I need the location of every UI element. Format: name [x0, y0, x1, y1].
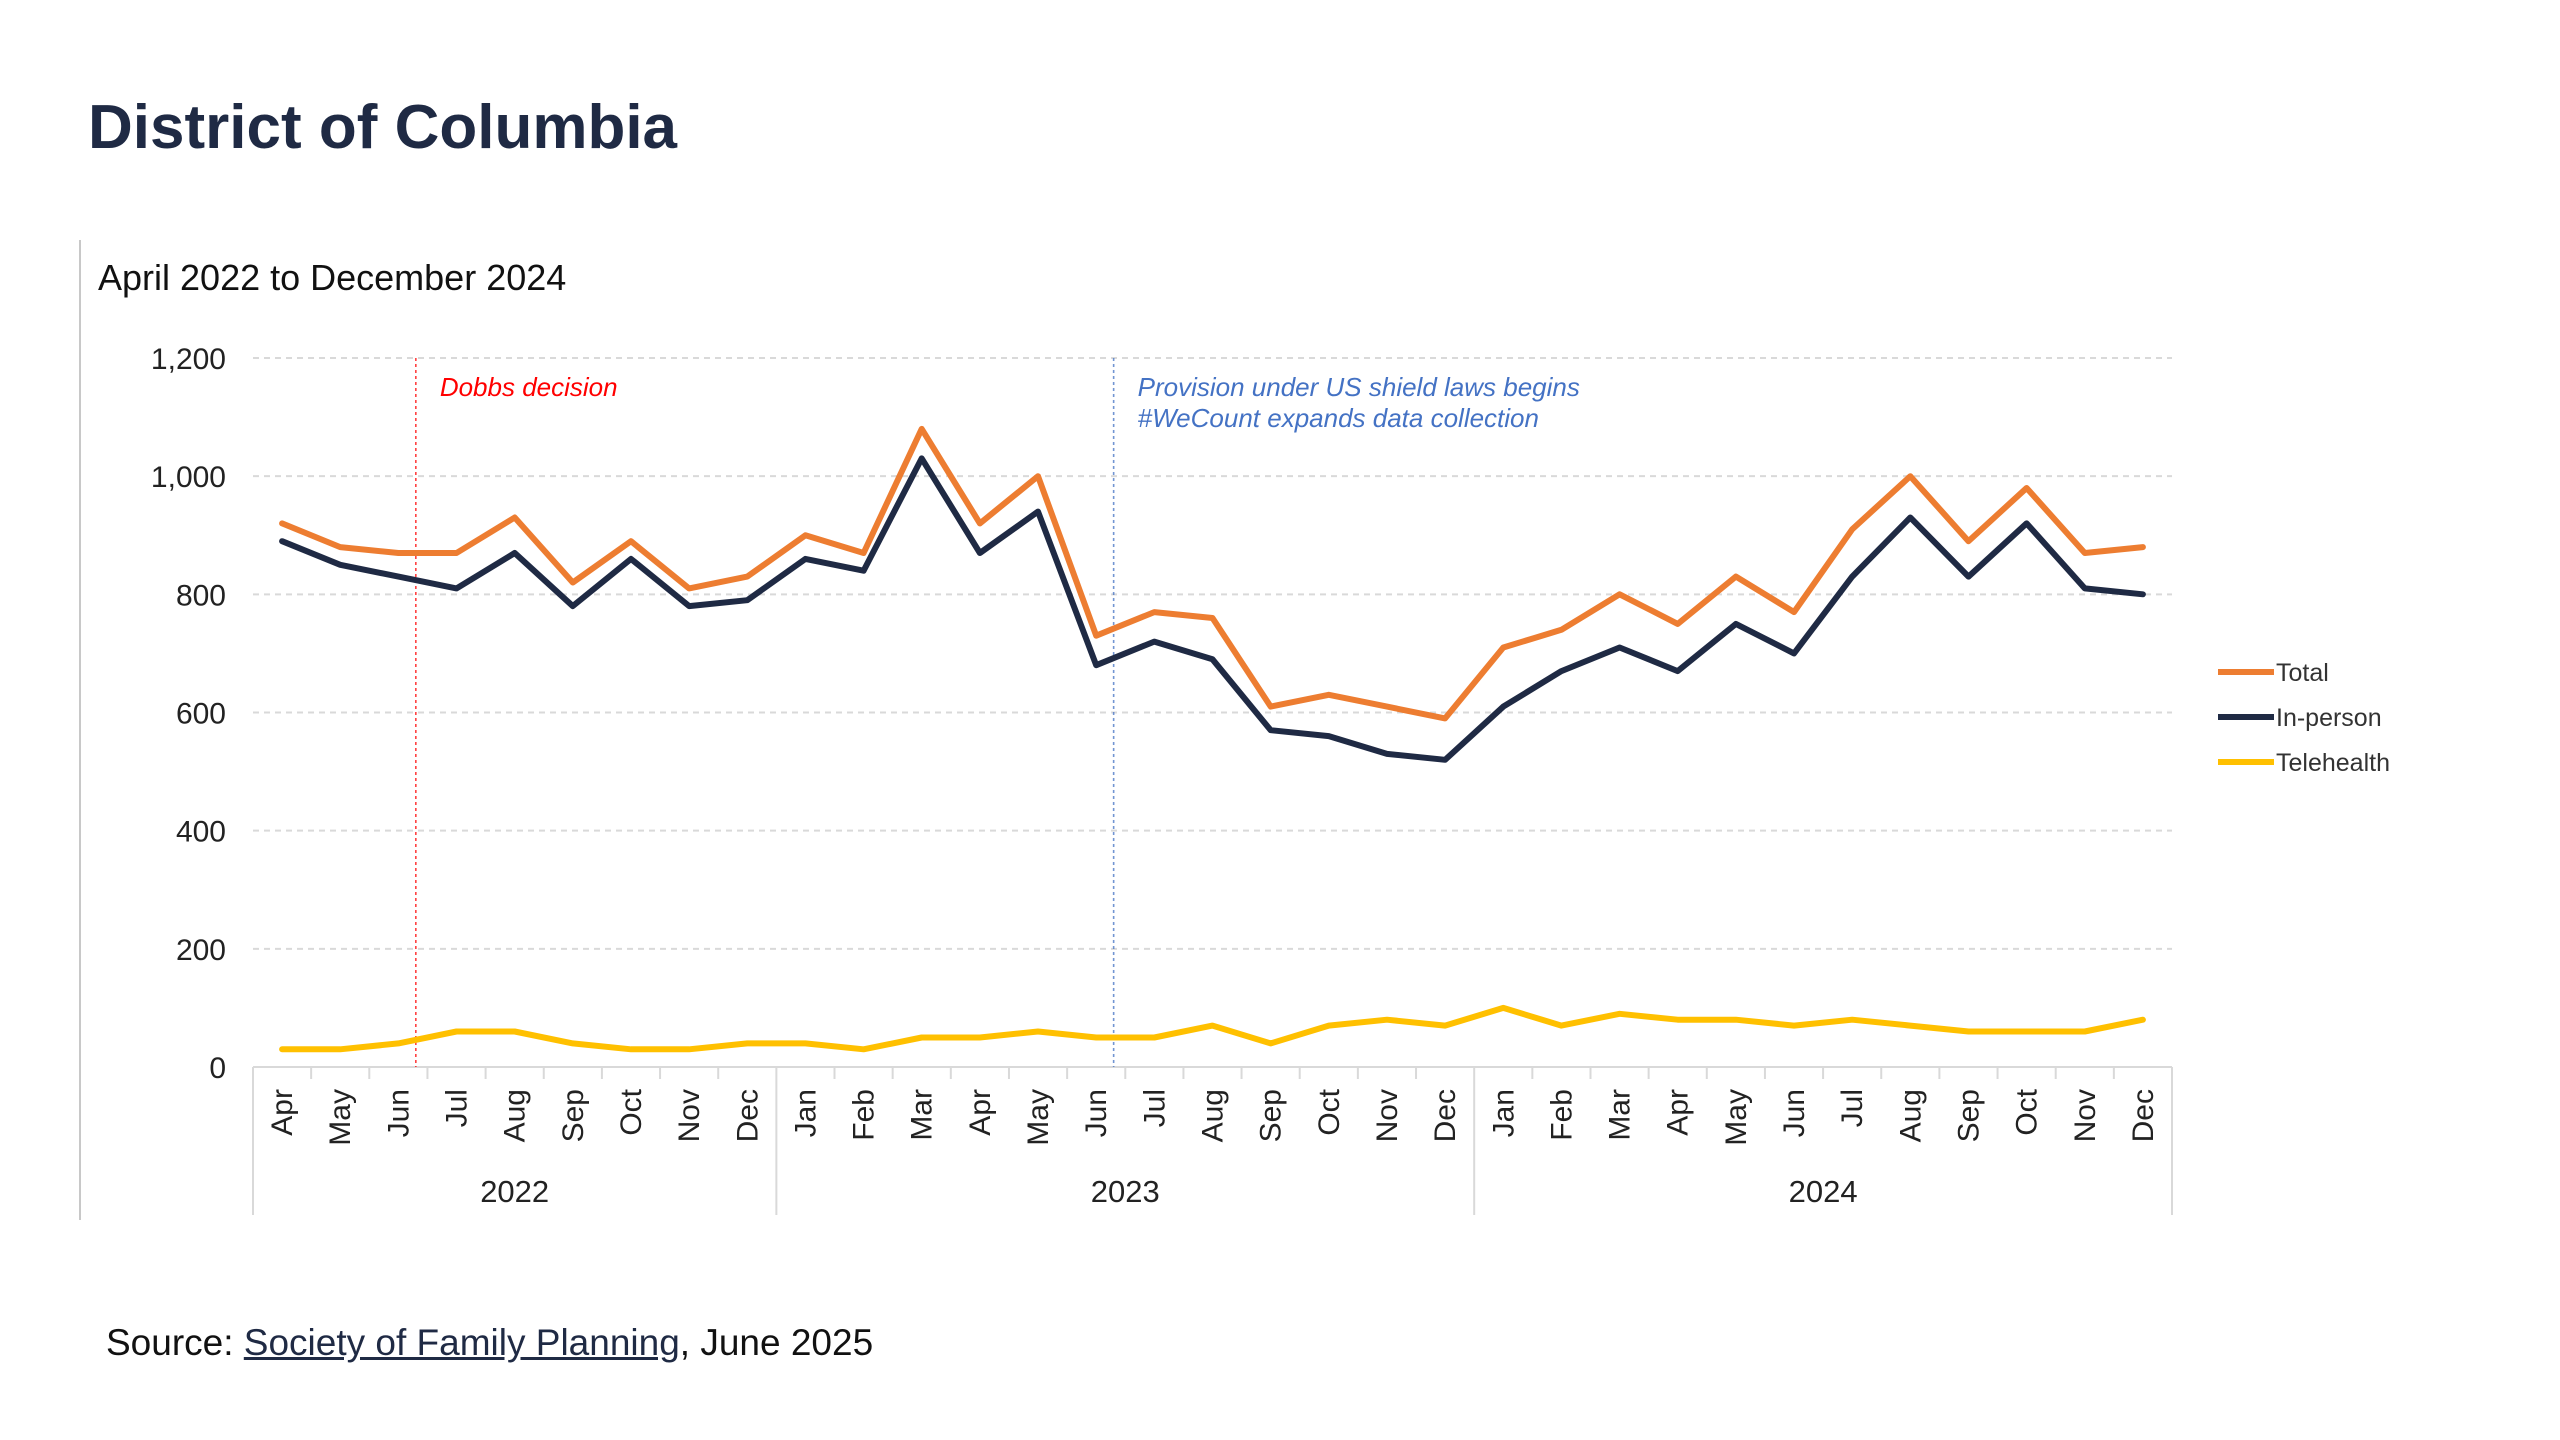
x-tick-label: Mar: [1604, 1089, 1637, 1141]
legend-label: Total: [2276, 659, 2329, 687]
x-tick-label: Dec: [1429, 1089, 1462, 1142]
x-tick-label: May: [324, 1089, 357, 1146]
y-tick-label: 400: [176, 816, 226, 849]
x-tick-label: May: [1720, 1089, 1753, 1146]
y-tick-label: 600: [176, 698, 226, 731]
x-tick-label: Aug: [499, 1089, 532, 1142]
annotation-label: Dobbs decision: [440, 372, 618, 402]
x-tick-label: Apr: [1662, 1089, 1695, 1136]
y-tick-label: 1,000: [151, 461, 226, 494]
source-link[interactable]: Society of Family Planning: [243, 1322, 680, 1363]
chart-container: April 2022 to December 2024 0 200 400 600 800…: [78, 240, 2478, 1220]
x-tick-label: Jan: [789, 1089, 822, 1137]
series-line-in-person: [279, 455, 2146, 763]
source-suffix: , June 2025: [679, 1322, 874, 1363]
x-tick-label: Nov: [1371, 1089, 1404, 1142]
x-tick-label: Aug: [1894, 1089, 1927, 1142]
x-tick-label: Aug: [1197, 1089, 1230, 1142]
x-tick-label: Jul: [1138, 1089, 1171, 1127]
x-tick-label: Feb: [1545, 1089, 1578, 1141]
source-note: Source: Society of Family Planning, June…: [106, 1322, 873, 1364]
y-tick-label: 0: [209, 1052, 226, 1085]
x-tick-label: Jan: [1487, 1089, 1520, 1137]
legend-label: Telehealth: [2276, 749, 2390, 777]
x-tick-label: Oct: [2011, 1088, 2044, 1135]
year-label: 2023: [1091, 1174, 1160, 1209]
annotation-label: Provision under US shield laws begins: [1138, 372, 1580, 402]
x-tick-label: May: [1022, 1089, 1055, 1146]
x-tick-label: Sep: [1952, 1089, 1985, 1142]
year-label: 2022: [480, 1174, 549, 1209]
x-tick-label: Nov: [2069, 1089, 2102, 1142]
chart-subtitle: April 2022 to December 2024: [98, 257, 566, 298]
x-tick-label: Apr: [964, 1089, 997, 1136]
x-tick-label: Sep: [1255, 1089, 1288, 1142]
series-line-telehealth: [279, 1004, 2146, 1053]
x-tick-label: Mar: [906, 1089, 939, 1141]
x-tick-label: Apr: [266, 1089, 299, 1136]
x-tick-label: Sep: [557, 1089, 590, 1142]
y-tick-label: 1,200: [151, 343, 226, 376]
x-tick-label: Nov: [673, 1089, 706, 1142]
x-tick-label: Jul: [1836, 1089, 1869, 1127]
y-tick-label: 800: [176, 579, 226, 612]
series-line-total: [279, 425, 2146, 722]
page-title: District of Columbia: [88, 93, 678, 162]
x-tick-label: Feb: [848, 1089, 881, 1141]
annotation-label: #WeCount expands data collection: [1138, 403, 1539, 433]
x-tick-label: Jul: [441, 1089, 474, 1127]
x-tick-label: Jun: [382, 1089, 415, 1137]
year-label: 2024: [1789, 1174, 1858, 1209]
legend-label: In-person: [2276, 704, 2382, 732]
x-tick-label: Dec: [2127, 1089, 2160, 1142]
x-tick-label: Jun: [1080, 1089, 1113, 1137]
x-tick-label: Dec: [731, 1089, 764, 1142]
x-tick-label: Oct: [615, 1088, 648, 1135]
y-tick-label: 200: [176, 934, 226, 967]
line-chart: April 2022 to December 2024 0 200 400 600 800…: [79, 240, 2390, 1220]
source-prefix: Source:: [106, 1322, 244, 1363]
x-tick-label: Jun: [1778, 1089, 1811, 1137]
x-tick-label: Oct: [1313, 1088, 1346, 1135]
